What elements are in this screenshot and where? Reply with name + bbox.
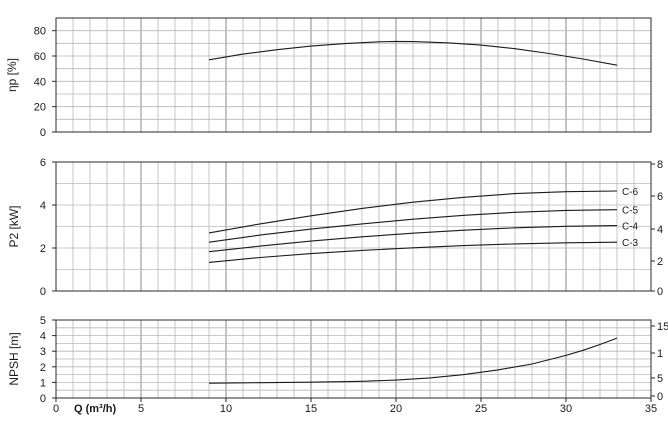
plot-frame [55,161,652,292]
right-axis-tick-label: 6 [657,191,663,203]
plot-frame [55,319,652,399]
x-tick-label: 30 [560,403,572,415]
right-axis-tick-label: 2 [657,256,663,268]
series-label: C-3 [622,238,639,249]
series-line [208,241,618,263]
plot-frame [55,17,652,133]
y-tick-label: 1 [40,377,46,389]
y-axis-label: NPSH [m] [7,332,21,385]
y-tick-label: 0 [40,393,46,405]
y-tick-label: 40 [34,76,46,88]
right-axis-tick-label: 8 [657,159,663,171]
right-axis-tick-label: 0 [657,286,663,298]
right-axis-tick-label: 0 [657,391,663,403]
y-tick-label: 4 [40,200,46,212]
efficiency-panel: 0 20 40 60 80 ηp [%] [5,17,652,139]
x-tick-label: 25 [475,403,487,415]
x-tick-label: 35 [645,403,657,415]
power-panel: 0 2 4 6 P2 [kW] 8 6 4 2 0 C-6 C-5 C-4 C-3 [7,157,663,298]
y-tick-label: 2 [40,243,46,255]
right-axis-tick-label: 5 [657,373,663,385]
right-axis-tick-label: 1 [657,348,663,360]
y-tick-label: 20 [34,102,46,114]
right-axis-tick-label: 4 [657,224,663,236]
y-tick-label: 6 [40,157,46,169]
series-line [208,209,618,243]
series-label: C-4 [622,222,639,233]
x-tick-label: 20 [390,403,402,415]
y-tick-label: 2 [40,362,46,374]
series-label: C-5 [622,206,639,217]
x-tick-label: 0 [53,403,59,415]
series-line [208,337,618,384]
series-line [208,190,618,234]
plot-area [56,18,651,132]
series-label: C-6 [622,187,639,198]
y-tick-label: 4 [40,331,46,343]
y-tick-label: 80 [34,26,46,38]
y-tick-label: 3 [40,346,46,358]
y-tick-label: 5 [40,315,46,327]
x-tick-label: 15 [305,403,317,415]
series-line [208,40,618,66]
y-tick-label: 60 [34,51,46,63]
x-axis-label: Q (m³/h) [74,403,116,415]
y-tick-label: 0 [40,127,46,139]
x-tick-label: 10 [220,403,232,415]
right-axis-tick-label: 15 [657,321,668,333]
y-axis-label: ηp [%] [5,58,19,92]
x-tick-label: 5 [138,403,144,415]
series-line [208,225,618,253]
y-axis-label: P2 [kW] [7,205,21,247]
y-tick-label: 0 [40,286,46,298]
